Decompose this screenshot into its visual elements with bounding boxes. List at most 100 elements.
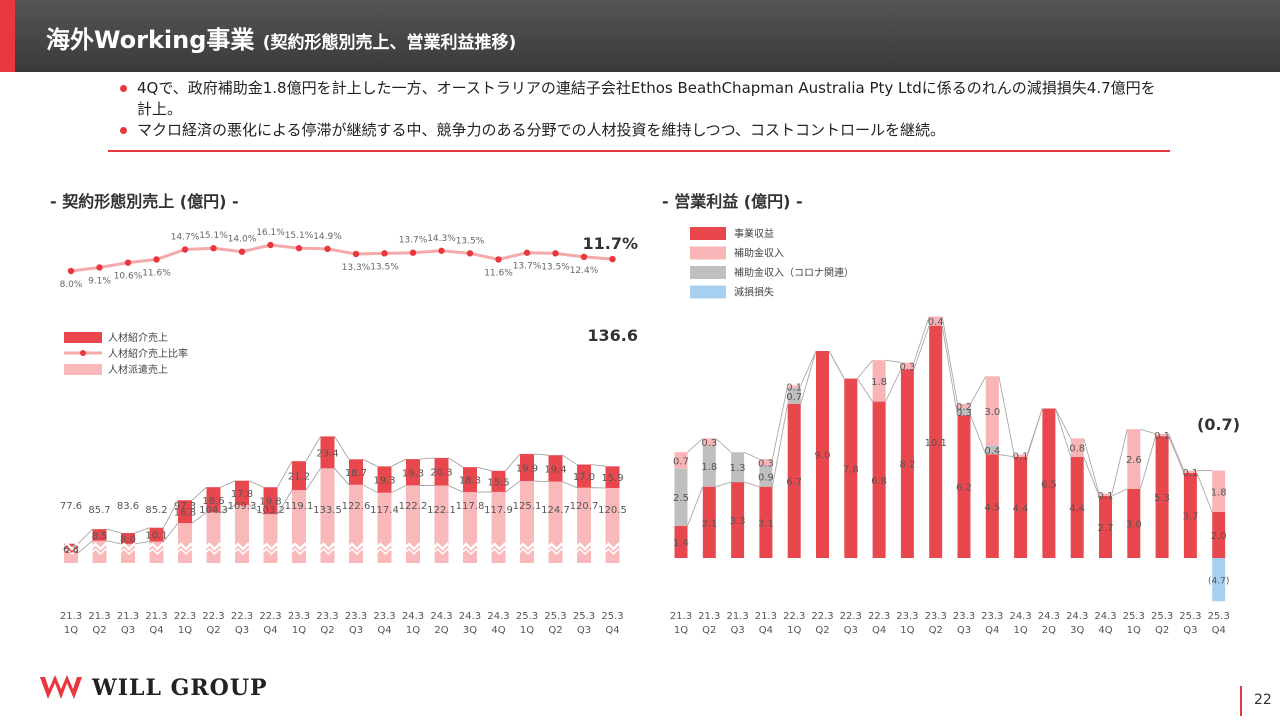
hojokin-value-label: 0.4 [928,317,944,328]
x-tick-label: 23.3 [896,611,918,622]
hojokin-bar [1183,470,1197,473]
x-tick-label: 25.3 [544,611,566,622]
legend-label: 事業収益 [734,227,774,240]
axis-break-mark [260,547,283,556]
x-tick-label: 1Q [787,625,801,636]
right-section-title: - 営業利益 (億円) - [662,192,803,211]
x-tick-label: Q4 [872,625,886,636]
jigyo-bar [787,403,801,558]
haken-value-label: 122.2 [399,501,428,512]
jigyo-bar [1099,495,1112,558]
covid-bar [674,468,688,526]
ratio-point [267,241,274,249]
haken-bar [548,481,563,563]
haken-bar [406,485,420,563]
connector-line [163,500,179,528]
connector-line [828,350,845,379]
ratio-data-label: 11.6% [142,268,171,278]
x-tick-label: 21.3 [726,611,748,622]
connector-line [1168,433,1185,471]
legend-swatch [690,285,726,299]
haken-value-label: 117.8 [456,501,485,512]
axis-break-mark [431,547,454,556]
haken-bar [605,488,620,563]
shoukai-value-label: 19.8 [259,497,281,508]
connector-line [856,359,873,379]
legend-label: 人材派遣売上 [108,363,168,376]
jigyo-value-label: 9.0 [815,451,831,462]
genson-value-label: (4.7) [1208,577,1229,587]
axis-break-mark [289,547,311,556]
shoukai-value-label: 18.3 [459,476,481,487]
haken-value-label: 97.3 [174,501,196,512]
x-tick-label: 22.3 [840,611,862,622]
shoukai-bar [263,487,278,515]
page-number: 22 [1254,692,1272,708]
x-tick-label: 22.3 [811,611,833,622]
hojokin-value-label: 2.6 [1126,455,1142,466]
axis-break-mark [460,542,482,551]
ratio-data-label: 15.1% [285,231,314,241]
connector-line [505,480,521,493]
ratio-point [181,246,189,253]
shoukai-bar [149,527,164,542]
axis-break-mark [545,547,568,556]
x-tick-label: 24.3 [1066,611,1088,622]
connector-line [248,480,264,488]
haken-value-label: 124.7 [541,505,570,516]
jigyo-value-label: 3.0 [1126,520,1142,531]
ratio-data-label: 10.6% [114,272,143,282]
axis-break-mark [260,542,283,551]
x-tick-label: 23.3 [316,611,338,622]
shoukai-value-label: 16.8 [174,508,196,519]
ratio-point [438,247,445,254]
shoukai-value-label: 17.0 [573,472,595,483]
connector-line [362,484,378,494]
connector-line [305,468,321,491]
shoukai-value-label: 6.8 [63,544,79,555]
x-tick-label: 1Q [900,625,914,636]
x-tick-label: 2Q [1042,625,1056,636]
x-tick-label: 25.3 [516,611,538,622]
x-tick-label: 3Q [1070,625,1084,636]
covid-value-label: 0.9 [758,472,774,483]
axis-break-mark [203,547,226,556]
profit-chart: 1.4 2.5 0.7 21.3 1Q 3.1 1.8 0.3 21.3 Q2 3.3 1.3 21.3… [670,227,1240,636]
connector-line [1111,488,1128,497]
connector-line [163,522,179,542]
connector-line [687,438,704,453]
connector-line [191,486,207,501]
hojokin-bar [1099,493,1112,496]
axis-break-mark [61,547,83,556]
haken-bar [349,484,363,563]
shoukai-bar [349,459,363,485]
legend-swatch-haken [64,364,102,375]
hojokin-bar [1155,433,1169,437]
axis-break-mark [488,542,511,551]
axis-break-mark [574,542,596,551]
shoukai-value-label: 10.1 [145,531,167,542]
jigyo-bar [731,482,745,558]
x-tick-label: 24.3 [459,611,481,622]
axis-break-mark [545,542,568,551]
haken-bar [206,512,221,563]
ratio-point [495,256,502,263]
axis-break-mark [317,547,340,556]
shoukai-bar [577,464,591,488]
sales-annotation: 136.6 [587,326,638,345]
haken-value-label: 122.1 [427,505,456,516]
connector-line [1196,472,1213,513]
page-title: 海外Working事業 (契約形態別売上、営業利益推移) [46,20,516,55]
connector-line [533,453,549,456]
hojokin-value-label: 0.1 [1098,491,1114,502]
jigyo-bar [1014,456,1028,558]
shoukai-value-label: 15.9 [601,473,623,484]
axis-break-mark [403,542,425,551]
connector-line [476,466,492,472]
ratio-data-label: 14.0% [228,235,257,245]
connector-line [305,436,321,462]
ratio-data-label: 13.5% [370,262,399,272]
connector-line [106,540,122,545]
ratio-data-label: 13.7% [513,262,542,272]
x-tick-label: 22.3 [174,611,196,622]
